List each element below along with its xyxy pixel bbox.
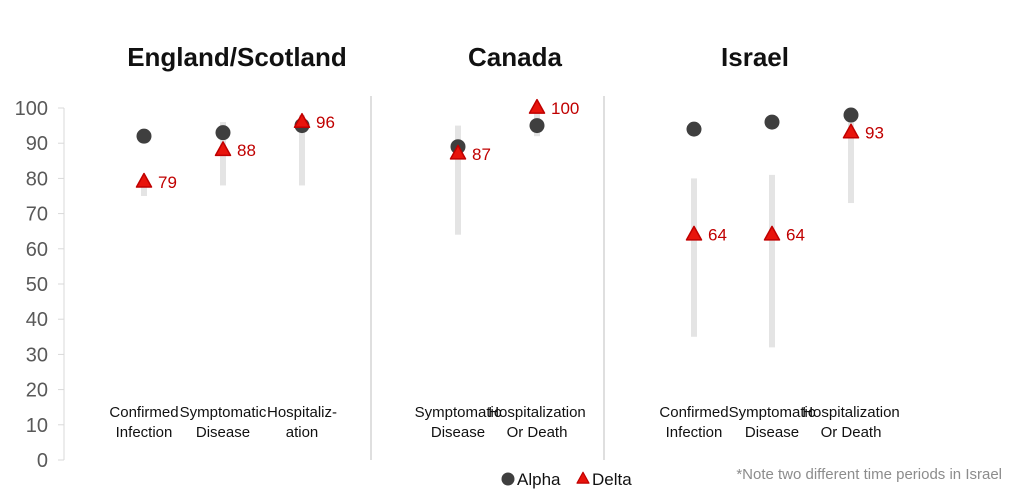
legend: Alpha Delta <box>501 470 632 489</box>
y-tick-label: 50 <box>26 274 48 296</box>
category-label: Symptomatic <box>415 404 502 421</box>
category-label: Or Death <box>821 424 882 441</box>
delta-point <box>528 98 546 114</box>
y-tick-label: 100 <box>15 98 48 120</box>
category-label: Infection <box>666 424 723 441</box>
delta-point <box>135 172 153 188</box>
footnote: *Note two different time periods in Isra… <box>736 466 1002 483</box>
delta-value-label: 79 <box>158 173 177 192</box>
category-label: Hospitaliz- <box>267 404 337 421</box>
alpha-point <box>529 118 545 134</box>
y-tick-label: 40 <box>26 309 48 331</box>
delta-value-label: 64 <box>786 226 805 245</box>
y-tick-label: 90 <box>26 133 48 155</box>
delta-ci-bar <box>691 178 697 337</box>
delta-value-label: 64 <box>708 226 727 245</box>
delta-point <box>842 123 860 139</box>
delta-ci-bar <box>848 122 854 204</box>
delta-value-label: 88 <box>237 141 256 160</box>
y-tick-label: 0 <box>37 450 48 472</box>
delta-value-label: 93 <box>865 124 884 143</box>
y-tick-label: 20 <box>26 380 48 402</box>
delta-value-label: 96 <box>316 113 335 132</box>
category-label: Infection <box>116 424 173 441</box>
y-tick-label: 80 <box>26 168 48 190</box>
legend-delta-marker <box>576 471 590 484</box>
delta-point <box>763 225 781 241</box>
alpha-point <box>215 125 231 141</box>
y-tick-label: 60 <box>26 239 48 261</box>
category-label: Disease <box>745 424 799 441</box>
category-label: Confirmed <box>659 404 728 421</box>
category-labels: ConfirmedInfectionSymptomaticDiseaseHosp… <box>109 404 899 441</box>
y-tick-label: 10 <box>26 415 48 437</box>
legend-delta-label: Delta <box>592 470 632 489</box>
category-label: Disease <box>196 424 250 441</box>
y-axis: 0 10 20 30 40 50 60 70 80 90 100 <box>15 98 65 472</box>
panel-title: England/Scotland <box>127 42 347 72</box>
category-label: Or Death <box>507 424 568 441</box>
y-tick-label: 30 <box>26 344 48 366</box>
alpha-point <box>843 107 859 123</box>
legend-alpha-marker <box>501 472 515 486</box>
delta-ci-bar <box>769 174 775 348</box>
category-label: Symptomatic <box>180 404 267 421</box>
panel-title: Canada <box>468 42 562 72</box>
delta-point <box>214 141 232 157</box>
delta-point <box>293 112 311 128</box>
delta-point <box>685 225 703 241</box>
category-label: Confirmed <box>109 404 178 421</box>
category-label: Hospitalization <box>488 404 586 421</box>
panel-title: Israel <box>721 42 789 72</box>
category-label: ation <box>286 424 319 441</box>
delta-point <box>449 144 467 160</box>
legend-alpha-label: Alpha <box>517 470 561 489</box>
alpha-point <box>686 121 702 137</box>
delta-ci-bar <box>299 115 305 186</box>
panel-dividers <box>370 96 605 460</box>
delta-ci-bar <box>455 125 461 235</box>
data-markers: 79 88 96 87 100 64 64 93 <box>135 98 884 245</box>
panel-titles: England/Scotland Canada Israel <box>127 42 789 72</box>
y-tick-label: 70 <box>26 204 48 226</box>
category-label: Hospitalization <box>802 404 900 421</box>
category-label: Disease <box>431 424 485 441</box>
alpha-point <box>764 114 780 130</box>
delta-value-label: 100 <box>551 99 579 118</box>
delta-value-label: 87 <box>472 145 491 164</box>
category-label: Symptomatic <box>729 404 816 421</box>
alpha-point <box>136 128 152 144</box>
